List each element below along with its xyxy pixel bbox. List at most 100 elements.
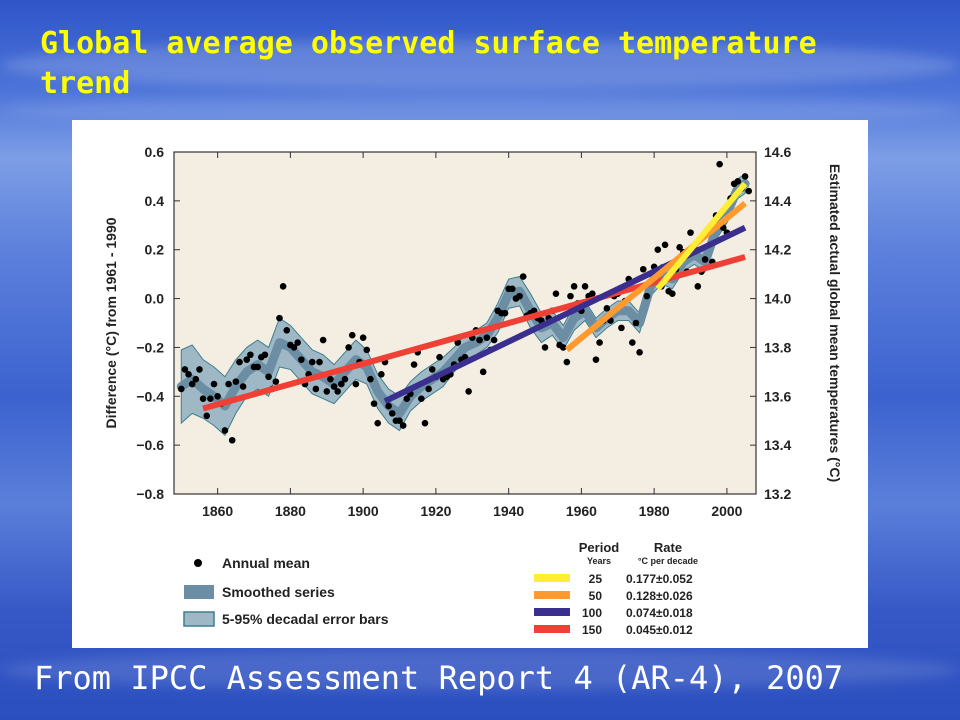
y-axis-right-label-text: Estimated actual global mean temperature… xyxy=(827,164,843,482)
annual-mean-point xyxy=(559,344,567,351)
annual-mean-point xyxy=(196,366,203,373)
annual-mean-point xyxy=(519,273,527,280)
annual-mean-point xyxy=(239,383,247,390)
annual-mean-point xyxy=(421,419,429,427)
annual-mean-point xyxy=(243,356,251,363)
annual-mean-point xyxy=(330,383,338,390)
annual-mean-point xyxy=(636,349,643,356)
annual-mean-point xyxy=(294,339,301,346)
x-tick-label: 1880 xyxy=(275,503,306,519)
legend-trend-rate-50: 0.128±0.026 xyxy=(626,589,693,603)
legend-trend-rate-100: 0.074±0.018 xyxy=(626,606,693,620)
source-caption: From IPCC Assessment Report 4 (AR-4), 20… xyxy=(34,659,844,697)
y-tick-label: 0.4 xyxy=(145,193,165,209)
annual-mean-point xyxy=(385,402,392,410)
legend-trend-years-50: 50 xyxy=(589,589,603,603)
annual-mean-point xyxy=(581,283,589,290)
legend-trend-swatch-50 xyxy=(534,591,570,599)
annual-mean-point xyxy=(210,380,218,388)
annual-mean-point xyxy=(374,419,382,427)
y-tick-label: −0.6 xyxy=(136,437,164,453)
annual-mean-point xyxy=(378,371,385,378)
annual-mean-point xyxy=(221,427,229,434)
y-axis-right-label: Estimated actual global mean temperature… xyxy=(827,164,843,482)
legend-trend-rate-150: 0.045±0.012 xyxy=(626,623,693,637)
error-band xyxy=(180,173,746,437)
annual-mean-point xyxy=(327,375,334,383)
annual-mean-point xyxy=(596,339,603,346)
annual-mean-point xyxy=(214,392,221,400)
y-right-tick-label: 13.6 xyxy=(764,388,791,404)
annual-mean-point xyxy=(603,305,611,312)
plot-background xyxy=(174,152,756,494)
annual-mean-point xyxy=(290,344,298,351)
legend-trend-swatch-25 xyxy=(534,574,570,582)
annual-mean-point xyxy=(552,290,560,297)
plot-frame xyxy=(173,151,757,495)
trend-header-period-units: Years xyxy=(587,556,611,566)
trend-line-150yr xyxy=(202,254,746,412)
annual-mean-point xyxy=(476,336,483,344)
annual-mean-point xyxy=(661,241,669,249)
annual-mean-point xyxy=(352,380,360,388)
trend-line-50yr xyxy=(564,200,747,353)
annual-mean-point xyxy=(388,410,396,417)
slide-title: Global average observed surface temperat… xyxy=(40,26,817,101)
y-tick-label: −0.2 xyxy=(136,339,164,355)
trend-line-25yr xyxy=(655,181,748,291)
y-right-tick-label: 13.8 xyxy=(764,339,791,355)
y-tick-label: 0.0 xyxy=(145,291,165,307)
temperature-chart: 1860 1880 1900 1920 1940 1960 1980 2000 −0.8 −0.6… xyxy=(103,144,843,637)
annual-mean-point xyxy=(687,229,694,236)
x-tick-label: 1980 xyxy=(639,503,670,519)
annual-mean-point xyxy=(745,187,753,195)
annual-mean-point xyxy=(479,368,487,376)
annual-mean-point xyxy=(428,366,436,373)
annual-mean-point xyxy=(185,371,192,378)
annual-mean-point xyxy=(276,314,283,322)
annual-mean-point xyxy=(592,356,600,363)
annual-mean-point xyxy=(501,309,509,317)
y-tick-label: 0.6 xyxy=(145,144,165,160)
legend-trend-years-100: 100 xyxy=(582,606,602,620)
annual-mean-point xyxy=(228,436,236,444)
annual-mean-point xyxy=(589,290,596,297)
annual-mean-point xyxy=(232,378,240,385)
x-tick-label: 1940 xyxy=(493,503,524,519)
annual-mean-point xyxy=(370,400,378,407)
figure-panel: 1860 1880 1900 1920 1940 1960 1980 2000 −0.8 −0.6… xyxy=(72,120,868,648)
legend-trend-years-25: 25 xyxy=(589,572,603,586)
annual-mean-point xyxy=(363,346,371,354)
annual-mean-point xyxy=(741,173,749,180)
x-tick-label: 1960 xyxy=(566,503,597,519)
annual-mean-point xyxy=(694,283,702,290)
legend-error-band-label: 5-95% decadal error bars xyxy=(222,611,389,627)
annual-mean-point xyxy=(334,388,341,395)
annual-mean-point xyxy=(396,417,403,425)
annual-mean-point xyxy=(410,361,418,368)
annual-mean-point xyxy=(654,246,662,254)
annual-mean-point xyxy=(254,363,261,371)
annual-mean-point xyxy=(203,412,211,420)
annual-mean-point xyxy=(316,358,323,366)
annual-mean-point xyxy=(345,344,352,351)
annual-mean-point xyxy=(418,395,425,403)
legend-trend-swatch-150 xyxy=(534,625,570,633)
annual-mean-point xyxy=(272,378,280,385)
annual-mean-point xyxy=(298,356,305,363)
y-right-tick-label: 14.0 xyxy=(764,291,791,307)
annual-mean-point xyxy=(312,385,320,393)
y-tick-label: −0.4 xyxy=(136,388,164,404)
annual-mean-point xyxy=(618,324,625,332)
y-tick-label: 0.2 xyxy=(145,242,165,258)
y-right-tick-label: 13.4 xyxy=(764,437,791,453)
annual-mean-point xyxy=(399,422,407,429)
annual-mean-point xyxy=(181,366,189,373)
annual-mean-point xyxy=(567,292,574,300)
annual-mean-point xyxy=(541,344,549,351)
annual-mean-point xyxy=(436,353,443,361)
annual-mean-point xyxy=(676,243,683,251)
annual-mean-point xyxy=(359,334,367,341)
annual-mean-point xyxy=(341,375,349,383)
annual-mean-point xyxy=(283,327,291,334)
